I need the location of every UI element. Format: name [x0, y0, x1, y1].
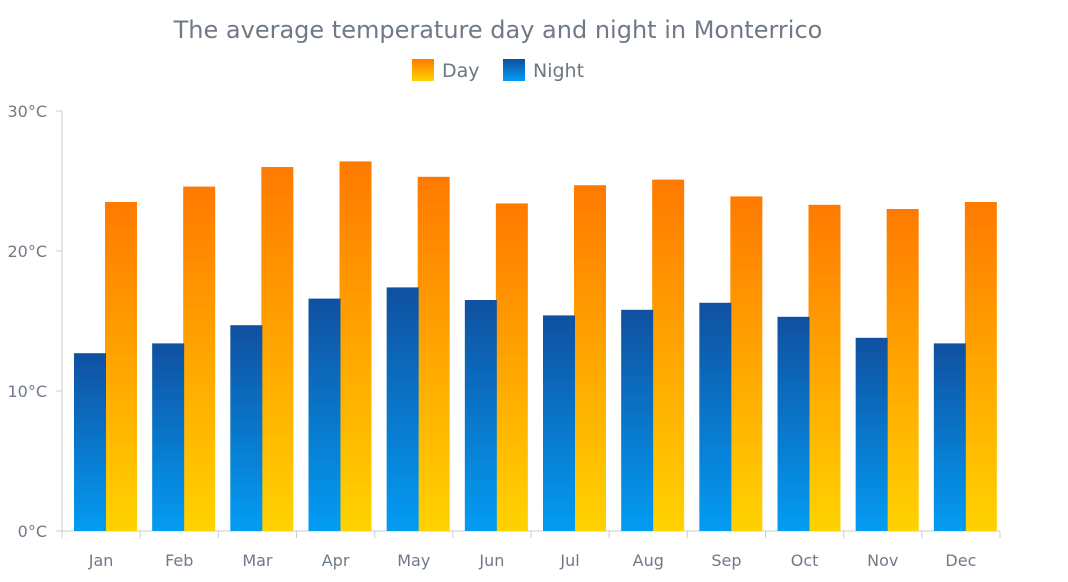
bar-day-may[interactable] [417, 176, 450, 532]
legend-item-night[interactable]: Night [503, 59, 584, 82]
x-tick-label: Jul [559, 551, 579, 570]
y-axis-labels: 0°C 10°C 20°C 30°C [7, 102, 47, 541]
legend-swatch-day [412, 59, 434, 81]
bar-day-sep[interactable] [730, 196, 763, 531]
x-tick-label: Jun [478, 551, 504, 570]
bar-night-mar[interactable] [230, 325, 263, 531]
x-tick-label: Apr [322, 551, 350, 570]
y-tick-label: 10°C [7, 382, 47, 401]
x-tick-label: Mar [242, 551, 273, 570]
x-tick-label: Jan [88, 551, 114, 570]
bar-day-jul[interactable] [574, 185, 606, 531]
bar-night-aug[interactable] [621, 309, 654, 531]
bar-night-dec[interactable] [933, 343, 966, 531]
x-tick-label: Sep [711, 551, 741, 570]
bar-night-sep[interactable] [699, 302, 732, 531]
x-tick-label: Dec [945, 551, 976, 570]
bar-day-dec[interactable] [964, 202, 997, 531]
bar-day-nov[interactable] [886, 209, 919, 531]
bar-day-mar[interactable] [261, 167, 294, 531]
bar-day-apr[interactable] [339, 161, 372, 531]
bar-day-jan[interactable] [105, 202, 137, 531]
bar-night-jun[interactable] [464, 300, 497, 531]
bar-night-jul[interactable] [543, 315, 575, 531]
bar-day-jun[interactable] [495, 203, 528, 531]
chart-legend: Day Night [412, 59, 584, 82]
legend-item-day[interactable]: Day [412, 59, 480, 82]
bar-night-apr[interactable] [308, 298, 341, 531]
bar-night-may[interactable] [386, 287, 419, 531]
bar-night-nov[interactable] [855, 337, 888, 531]
bar-night-jan[interactable] [74, 353, 106, 531]
chart-bars [74, 161, 997, 532]
y-tick-label: 0°C [18, 522, 47, 541]
legend-swatch-night [503, 59, 525, 81]
x-tick-label: Oct [791, 551, 819, 570]
x-tick-label: May [397, 551, 430, 570]
x-tick-label: Aug [633, 551, 664, 570]
chart-axes [56, 110, 1001, 538]
y-tick-label: 30°C [7, 102, 47, 121]
bar-day-feb[interactable] [183, 186, 216, 531]
bar-day-oct[interactable] [808, 204, 841, 532]
bar-day-aug[interactable] [652, 179, 685, 531]
chart-title: The average temperature day and night in… [173, 16, 823, 44]
bar-night-feb[interactable] [152, 343, 185, 531]
x-tick-label: Nov [867, 551, 898, 570]
legend-label-day: Day [442, 60, 480, 82]
x-axis-labels: Jan Feb Mar Apr May Jun Jul Aug Sep Oct Nov Dec [88, 551, 977, 570]
x-tick-label: Feb [165, 551, 193, 570]
bar-night-oct[interactable] [777, 316, 810, 531]
legend-label-night: Night [533, 60, 584, 82]
y-tick-label: 20°C [7, 242, 47, 261]
